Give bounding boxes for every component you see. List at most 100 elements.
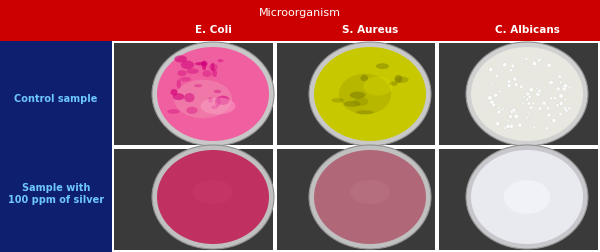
Ellipse shape (353, 98, 368, 106)
Ellipse shape (514, 83, 518, 87)
Ellipse shape (194, 85, 202, 88)
Ellipse shape (518, 124, 522, 128)
Ellipse shape (542, 102, 546, 106)
Ellipse shape (550, 98, 553, 100)
Ellipse shape (212, 70, 217, 78)
Ellipse shape (356, 111, 374, 115)
Ellipse shape (314, 48, 426, 141)
Ellipse shape (538, 59, 541, 62)
Ellipse shape (491, 84, 493, 86)
Ellipse shape (490, 108, 491, 110)
Ellipse shape (546, 107, 550, 111)
Ellipse shape (507, 84, 511, 88)
Ellipse shape (376, 64, 389, 70)
Ellipse shape (503, 127, 506, 130)
Ellipse shape (339, 74, 391, 115)
Ellipse shape (502, 109, 504, 111)
Ellipse shape (201, 61, 208, 67)
Ellipse shape (157, 150, 269, 244)
Ellipse shape (559, 102, 563, 106)
Ellipse shape (496, 122, 500, 126)
Ellipse shape (532, 103, 535, 106)
Ellipse shape (535, 58, 537, 60)
Ellipse shape (506, 125, 510, 129)
Ellipse shape (525, 92, 527, 94)
Ellipse shape (331, 99, 344, 103)
Ellipse shape (170, 90, 178, 96)
Ellipse shape (309, 43, 431, 146)
Ellipse shape (529, 88, 533, 92)
Ellipse shape (525, 58, 528, 61)
Ellipse shape (512, 109, 516, 113)
Ellipse shape (186, 107, 197, 114)
Ellipse shape (556, 88, 560, 91)
Text: Sample with
100 ppm of silver: Sample with 100 ppm of silver (8, 182, 104, 204)
Text: E. Coli: E. Coli (194, 25, 232, 35)
Ellipse shape (533, 127, 536, 129)
Ellipse shape (546, 115, 548, 117)
Ellipse shape (202, 71, 212, 78)
Ellipse shape (396, 77, 409, 84)
Bar (114, 149, 272, 250)
Ellipse shape (526, 99, 529, 102)
Ellipse shape (208, 98, 213, 103)
Ellipse shape (526, 93, 530, 97)
Bar (277, 44, 436, 145)
Ellipse shape (530, 107, 533, 110)
Ellipse shape (514, 115, 518, 119)
Ellipse shape (350, 92, 365, 99)
Ellipse shape (167, 110, 179, 114)
Ellipse shape (549, 102, 551, 104)
Ellipse shape (554, 109, 556, 110)
Ellipse shape (178, 71, 187, 77)
Ellipse shape (157, 48, 269, 141)
Ellipse shape (499, 109, 502, 112)
Ellipse shape (536, 93, 540, 97)
Ellipse shape (563, 84, 568, 89)
Ellipse shape (217, 96, 230, 105)
Ellipse shape (554, 84, 556, 85)
Ellipse shape (523, 97, 525, 99)
Ellipse shape (509, 115, 512, 119)
Text: S. Aureus: S. Aureus (342, 25, 398, 35)
Ellipse shape (560, 86, 562, 87)
Ellipse shape (344, 102, 361, 107)
Ellipse shape (489, 68, 493, 72)
Ellipse shape (492, 104, 496, 107)
Ellipse shape (471, 48, 583, 141)
Ellipse shape (537, 64, 539, 66)
Ellipse shape (556, 104, 559, 108)
Text: Microorganism: Microorganism (259, 8, 341, 18)
Ellipse shape (543, 87, 545, 89)
Ellipse shape (536, 88, 538, 90)
Ellipse shape (528, 96, 532, 99)
Ellipse shape (521, 64, 523, 65)
Ellipse shape (507, 81, 511, 84)
Ellipse shape (568, 107, 571, 110)
Ellipse shape (314, 150, 426, 244)
Ellipse shape (520, 86, 523, 89)
Ellipse shape (540, 70, 542, 71)
Ellipse shape (553, 78, 555, 80)
Ellipse shape (181, 61, 194, 70)
Ellipse shape (547, 114, 551, 117)
Ellipse shape (195, 63, 207, 66)
Ellipse shape (187, 69, 199, 75)
Ellipse shape (504, 180, 550, 214)
Ellipse shape (522, 102, 524, 104)
Ellipse shape (565, 110, 568, 113)
Ellipse shape (560, 103, 563, 105)
Ellipse shape (466, 43, 588, 146)
Ellipse shape (534, 60, 536, 62)
Ellipse shape (152, 43, 274, 146)
Ellipse shape (211, 106, 218, 110)
Ellipse shape (514, 112, 515, 114)
Ellipse shape (510, 111, 514, 114)
Ellipse shape (200, 98, 235, 115)
Ellipse shape (559, 113, 562, 116)
Ellipse shape (562, 72, 563, 74)
Ellipse shape (485, 104, 487, 106)
Ellipse shape (544, 92, 545, 94)
Ellipse shape (538, 107, 542, 111)
Ellipse shape (540, 58, 542, 60)
